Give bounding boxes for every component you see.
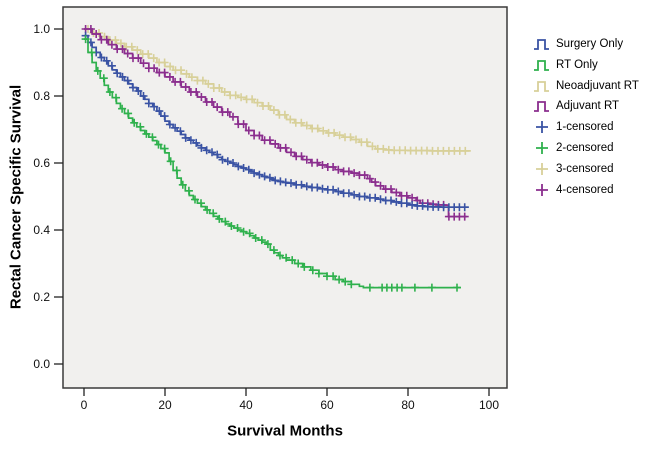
- legend-item-adjuvant-rt: Adjuvant RT: [533, 98, 639, 114]
- legend-item-rt-only: RT Only: [533, 57, 639, 73]
- rt-only-censor-marks: [81, 35, 461, 292]
- legend-item-surgery-only: Surgery Only: [533, 36, 639, 52]
- x-tick-label: 20: [158, 398, 172, 412]
- legend-item-neoadjuvant-rt: Neoadjuvant RT: [533, 78, 639, 94]
- surgery-only-line-swatch-icon: [534, 39, 549, 50]
- x-axis-title: Survival Months: [227, 422, 343, 440]
- 4-censored-plus-icon: [536, 183, 548, 196]
- legend-item-2-censored: 2-censored: [533, 140, 639, 156]
- y-tick-label: 0.8: [33, 89, 50, 103]
- x-tick-label: 40: [239, 398, 253, 412]
- y-axis-title: Rectal Cancer Specific Survival: [7, 84, 25, 310]
- legend-item-4-censored: 4-censored: [533, 182, 639, 198]
- 3-censored-plus-icon: [536, 162, 548, 175]
- x-tick-label: 0: [81, 398, 88, 412]
- legend-label: 2-censored: [556, 141, 614, 154]
- legend-label: 1-censored: [556, 121, 614, 134]
- y-tick-label: 0.0: [33, 357, 50, 371]
- legend: Surgery Only RT Only Neoadjuvant RT Adjuvan…: [533, 36, 639, 202]
- y-tick-label: 0.6: [33, 156, 50, 170]
- legend-item-3-censored: 3-censored: [533, 161, 639, 177]
- rt-only-line-swatch-icon: [534, 59, 549, 71]
- x-tick-label: 60: [320, 398, 334, 412]
- x-tick-label: 80: [401, 398, 415, 412]
- legend-label: RT Only: [556, 58, 598, 71]
- adjuvant-rt-line-swatch-icon: [534, 101, 549, 113]
- y-tick-label: 1.0: [33, 22, 50, 36]
- legend-label: 3-censored: [556, 162, 614, 175]
- x-tick-label: 100: [479, 398, 499, 412]
- 1-censored-plus-icon: [536, 121, 548, 134]
- y-tick-label: 0.4: [33, 223, 50, 237]
- legend-item-1-censored: 1-censored: [533, 119, 639, 135]
- plot-area: [62, 6, 508, 389]
- legend-label: Neoadjuvant RT: [556, 79, 639, 92]
- neoadjuvant-rt-line-swatch-icon: [534, 80, 549, 92]
- y-tick-label: 0.2: [33, 290, 50, 304]
- 2-censored-plus-icon: [536, 141, 548, 154]
- legend-label: 4-censored: [556, 183, 614, 196]
- legend-label: Surgery Only: [556, 38, 624, 50]
- legend-label: Adjuvant RT: [556, 100, 620, 113]
